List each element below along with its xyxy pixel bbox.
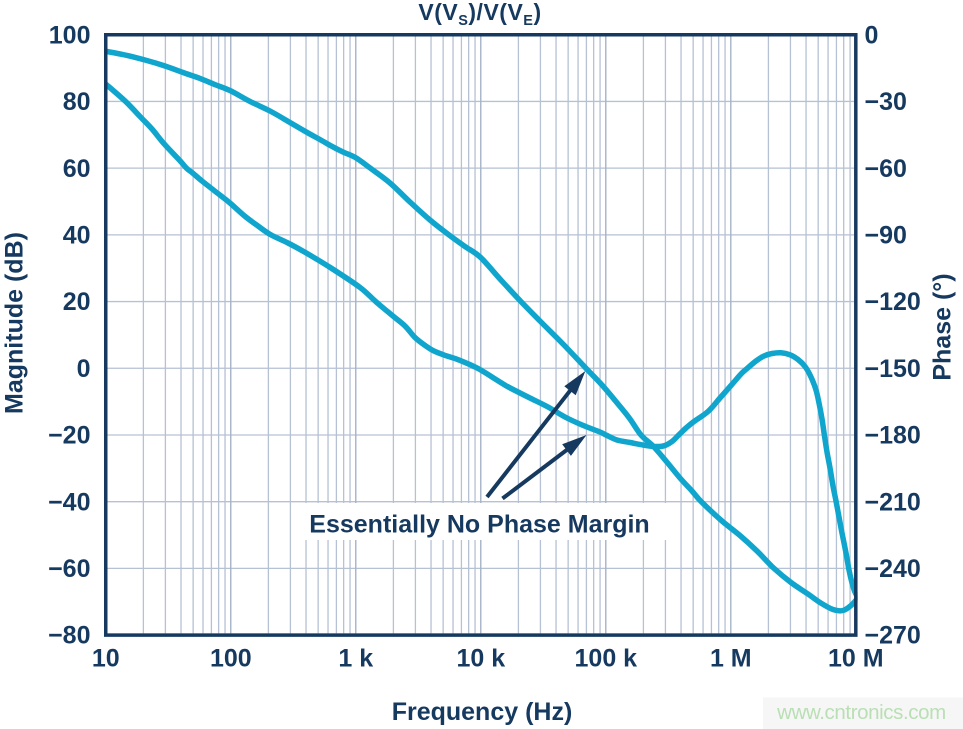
svg-text:100: 100 [49,21,91,49]
svg-text:−80: −80 [48,622,90,650]
svg-text:60: 60 [63,155,91,183]
svg-text:10 k: 10 k [456,645,505,673]
svg-text:−90: −90 [865,222,907,250]
svg-text:Frequency (Hz): Frequency (Hz) [392,698,573,726]
svg-text:1 M: 1 M [710,645,752,673]
svg-text:10: 10 [92,645,120,673]
svg-text:20: 20 [63,288,91,316]
svg-text:100: 100 [210,645,252,673]
svg-text:−30: −30 [865,88,907,116]
svg-text:−120: −120 [865,288,921,316]
svg-text:−240: −240 [865,555,921,583]
svg-text:0: 0 [77,355,91,383]
svg-text:−20: −20 [48,422,90,450]
svg-text:−40: −40 [48,488,90,516]
svg-text:40: 40 [63,222,91,250]
svg-text:0: 0 [865,21,879,49]
svg-text:1 k: 1 k [338,645,373,673]
svg-text:Phase (°): Phase (°) [929,273,957,380]
svg-text:80: 80 [63,88,91,116]
svg-text:−180: −180 [865,422,921,450]
svg-text:100 k: 100 k [575,645,638,673]
svg-text:Essentially No Phase Margin: Essentially No Phase Margin [309,511,649,539]
svg-text:−150: −150 [865,355,921,383]
svg-text:−60: −60 [865,155,907,183]
svg-text:www.cntronics.com: www.cntronics.com [776,701,946,724]
svg-text:−210: −210 [865,488,921,516]
svg-text:−60: −60 [48,555,90,583]
svg-text:−270: −270 [865,622,921,650]
svg-text:10 M: 10 M [828,645,884,673]
svg-text:Magnitude (dB): Magnitude (dB) [1,232,29,414]
svg-text:V(VS)/V(VE): V(VS)/V(VE) [418,0,541,29]
